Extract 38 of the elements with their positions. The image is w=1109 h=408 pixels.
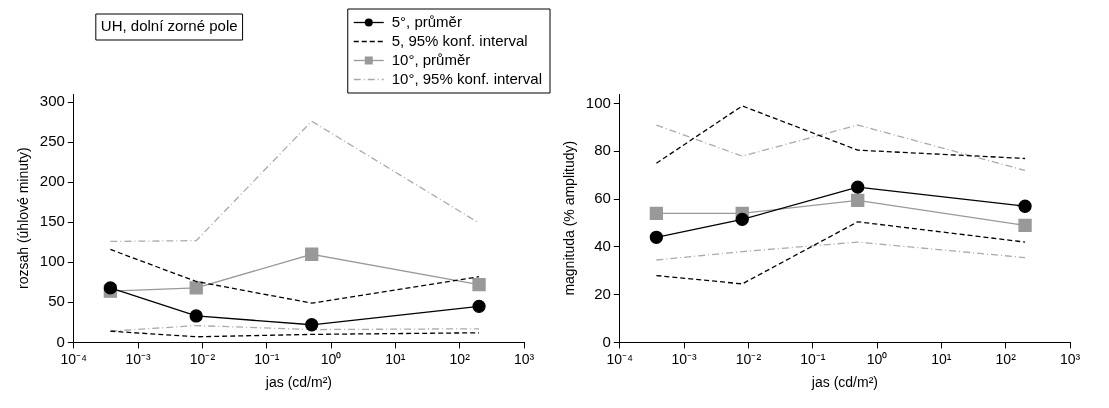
y-tick-label: 100 bbox=[39, 252, 65, 270]
x-tick-label: 10⁻³ bbox=[671, 350, 698, 367]
y-tick-label: 0 bbox=[602, 332, 611, 350]
x-tick-label: 10⁻⁴ bbox=[606, 350, 634, 367]
x-axis-title: jas (cd/m²) bbox=[264, 374, 332, 391]
y-tick-label: 100 bbox=[585, 93, 611, 111]
y-tick-label: 150 bbox=[39, 212, 65, 230]
x-tick-label: 10¹ bbox=[931, 350, 952, 367]
x-tick-label: 10⁻¹ bbox=[254, 350, 280, 367]
x-tick-label: 10⁻¹ bbox=[800, 350, 826, 367]
x-tick-label: 10⁻² bbox=[735, 350, 762, 367]
x-tick-label: 10³ bbox=[513, 350, 535, 367]
x-tick-label: 10² bbox=[449, 350, 471, 367]
y-tick-label: 250 bbox=[39, 132, 65, 150]
x-tick-label: 10⁰ bbox=[866, 350, 888, 367]
y-tick-label: 80 bbox=[594, 141, 611, 159]
legend-label: 10°, 95% konf. interval bbox=[391, 69, 542, 87]
x-tick-label: 10¹ bbox=[385, 350, 406, 367]
y-tick-label: 20 bbox=[594, 284, 611, 302]
y-axis-title: magnituda (% amplitudy) bbox=[561, 140, 578, 296]
y-tick-label: 50 bbox=[48, 292, 65, 310]
x-tick-label: 10⁰ bbox=[320, 350, 342, 367]
y-tick-label: 200 bbox=[39, 172, 65, 190]
legend-label: 10°, průměr bbox=[391, 50, 471, 68]
x-tick-label: 10² bbox=[995, 350, 1017, 367]
y-axis-title: rozsah (úhlové minuty) bbox=[15, 147, 32, 290]
y-tick-label: 60 bbox=[594, 189, 611, 207]
x-tick-label: 10⁻³ bbox=[125, 350, 152, 367]
text: UH, dolní zorné pole bbox=[100, 17, 238, 35]
x-axis-title: jas (cd/m²) bbox=[810, 374, 878, 391]
legend-label: 5°, průměr bbox=[391, 12, 462, 30]
y-tick-label: 40 bbox=[594, 237, 611, 254]
x-tick-label: 10³ bbox=[1059, 350, 1081, 367]
legend-label: 5, 95% konf. interval bbox=[391, 31, 528, 49]
x-tick-label: 10⁻² bbox=[189, 350, 216, 367]
y-tick-label: 0 bbox=[56, 332, 65, 350]
x-tick-label: 10⁻⁴ bbox=[60, 350, 88, 367]
y-tick-label: 300 bbox=[39, 92, 65, 110]
